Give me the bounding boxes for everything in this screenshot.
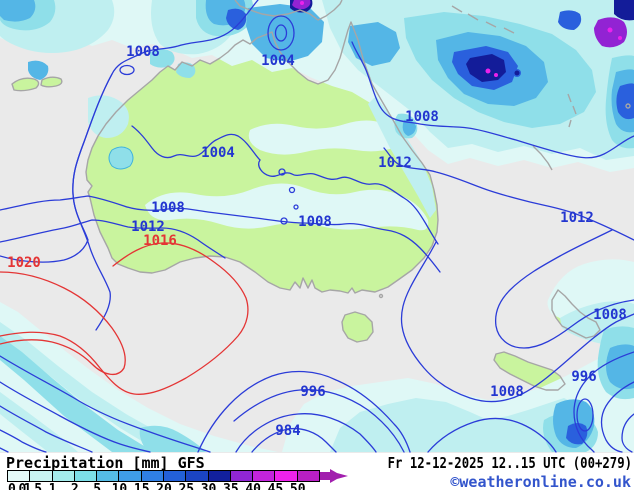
colorbar-segment: [51, 470, 75, 482]
copyright-watermark: ©weatheronline.co.uk: [450, 473, 631, 490]
new-caledonia: [532, 145, 553, 171]
nz-south-island: [494, 352, 565, 390]
colorbar-value: 35: [223, 482, 239, 490]
isobar-label: 984: [275, 423, 300, 439]
map-canvas: 1008 1004 1004 1008 1012 1016 1020 1008 …: [0, 0, 634, 453]
colorbar-segment: [118, 470, 142, 482]
colorbar-value: 5: [93, 482, 102, 490]
colorbar-segment: [96, 470, 120, 482]
forecast-datetime: Fr 12-12-2025 12..15 UTC (00+279): [387, 454, 632, 472]
isobar-label: 1012: [378, 155, 412, 171]
colorbar-value: 10: [111, 482, 128, 490]
isobar-label: 1012: [560, 210, 594, 226]
colorbar-segment: [252, 470, 276, 482]
isobar-label: 1004: [201, 145, 235, 161]
isobar-label: 996: [300, 384, 325, 400]
solomon-islands: [451, 5, 515, 34]
colorbar-segment: [229, 470, 254, 482]
colorbar-value: 30: [200, 482, 217, 490]
colorbar-segment: [7, 470, 31, 482]
colorbar-segment: [73, 470, 98, 482]
colorbar-segment: [274, 470, 298, 482]
isobars-red: [0, 242, 249, 395]
colorbar-value: 2: [70, 482, 79, 490]
isobar-label: 1008: [490, 384, 524, 400]
isobar-label: 1008: [126, 44, 160, 60]
colorbar-value: 20: [156, 482, 172, 490]
precipitation-map: 1008 1004 1004 1008 1012 1016 1020 1008 …: [0, 0, 634, 453]
map-title: Precipitation [mm] GFS: [6, 454, 205, 472]
isobar-label: 1008: [405, 109, 439, 125]
precip-strong: [226, 8, 634, 445]
isobar-label: 1008: [151, 200, 185, 216]
colorbar-value: 45: [267, 482, 284, 490]
isobar-label: 996: [571, 369, 596, 385]
isobar-label: 1012: [131, 219, 165, 235]
isobar-label: 1016: [143, 233, 177, 249]
colorbar-segment: [140, 470, 164, 482]
colorbar-value: 0.5: [18, 482, 43, 490]
timor-island: [12, 78, 39, 91]
vanuatu-islands: [567, 93, 577, 128]
isobars-blue: [0, 0, 634, 453]
isobar-label: 1008: [298, 214, 332, 230]
colorbar-scale-values: 0.1 0.5 1 2 5 10 15 20 25 30 35 40 45 50: [0, 482, 360, 490]
colorbar-value: 50: [289, 482, 306, 490]
wa-rain-spot: [108, 146, 134, 170]
colorbar-arrow-icon: [320, 469, 348, 483]
isobar-labels: 1008 1004 1004 1008 1012 1016 1020 1008 …: [7, 44, 627, 439]
precip-magenta-dots: [300, 1, 622, 77]
colorbar-segment: [162, 470, 187, 482]
legend-footer: Precipitation [mm] GFS Fr 12-12-2025 12.…: [0, 453, 634, 490]
colorbar-value: 1: [48, 482, 57, 490]
colorbar-value: 0.1: [8, 482, 32, 490]
colorbar-segment: [185, 470, 209, 482]
colorbar-value: 15: [133, 482, 150, 490]
colorbar-value: 25: [178, 482, 195, 490]
isobar-label: 1004: [261, 53, 295, 69]
tasmania-landmass: [342, 312, 373, 342]
colorbar-segment: [207, 470, 231, 482]
colorbar-segment: [29, 470, 53, 482]
colorbar-value: 40: [245, 482, 261, 490]
precip-colorbar: [7, 470, 320, 482]
colorbar-segment: [296, 470, 320, 482]
indonesia-island: [41, 77, 62, 87]
isobar-label: 1008: [593, 307, 627, 323]
isobar-label: 1020: [7, 255, 41, 271]
